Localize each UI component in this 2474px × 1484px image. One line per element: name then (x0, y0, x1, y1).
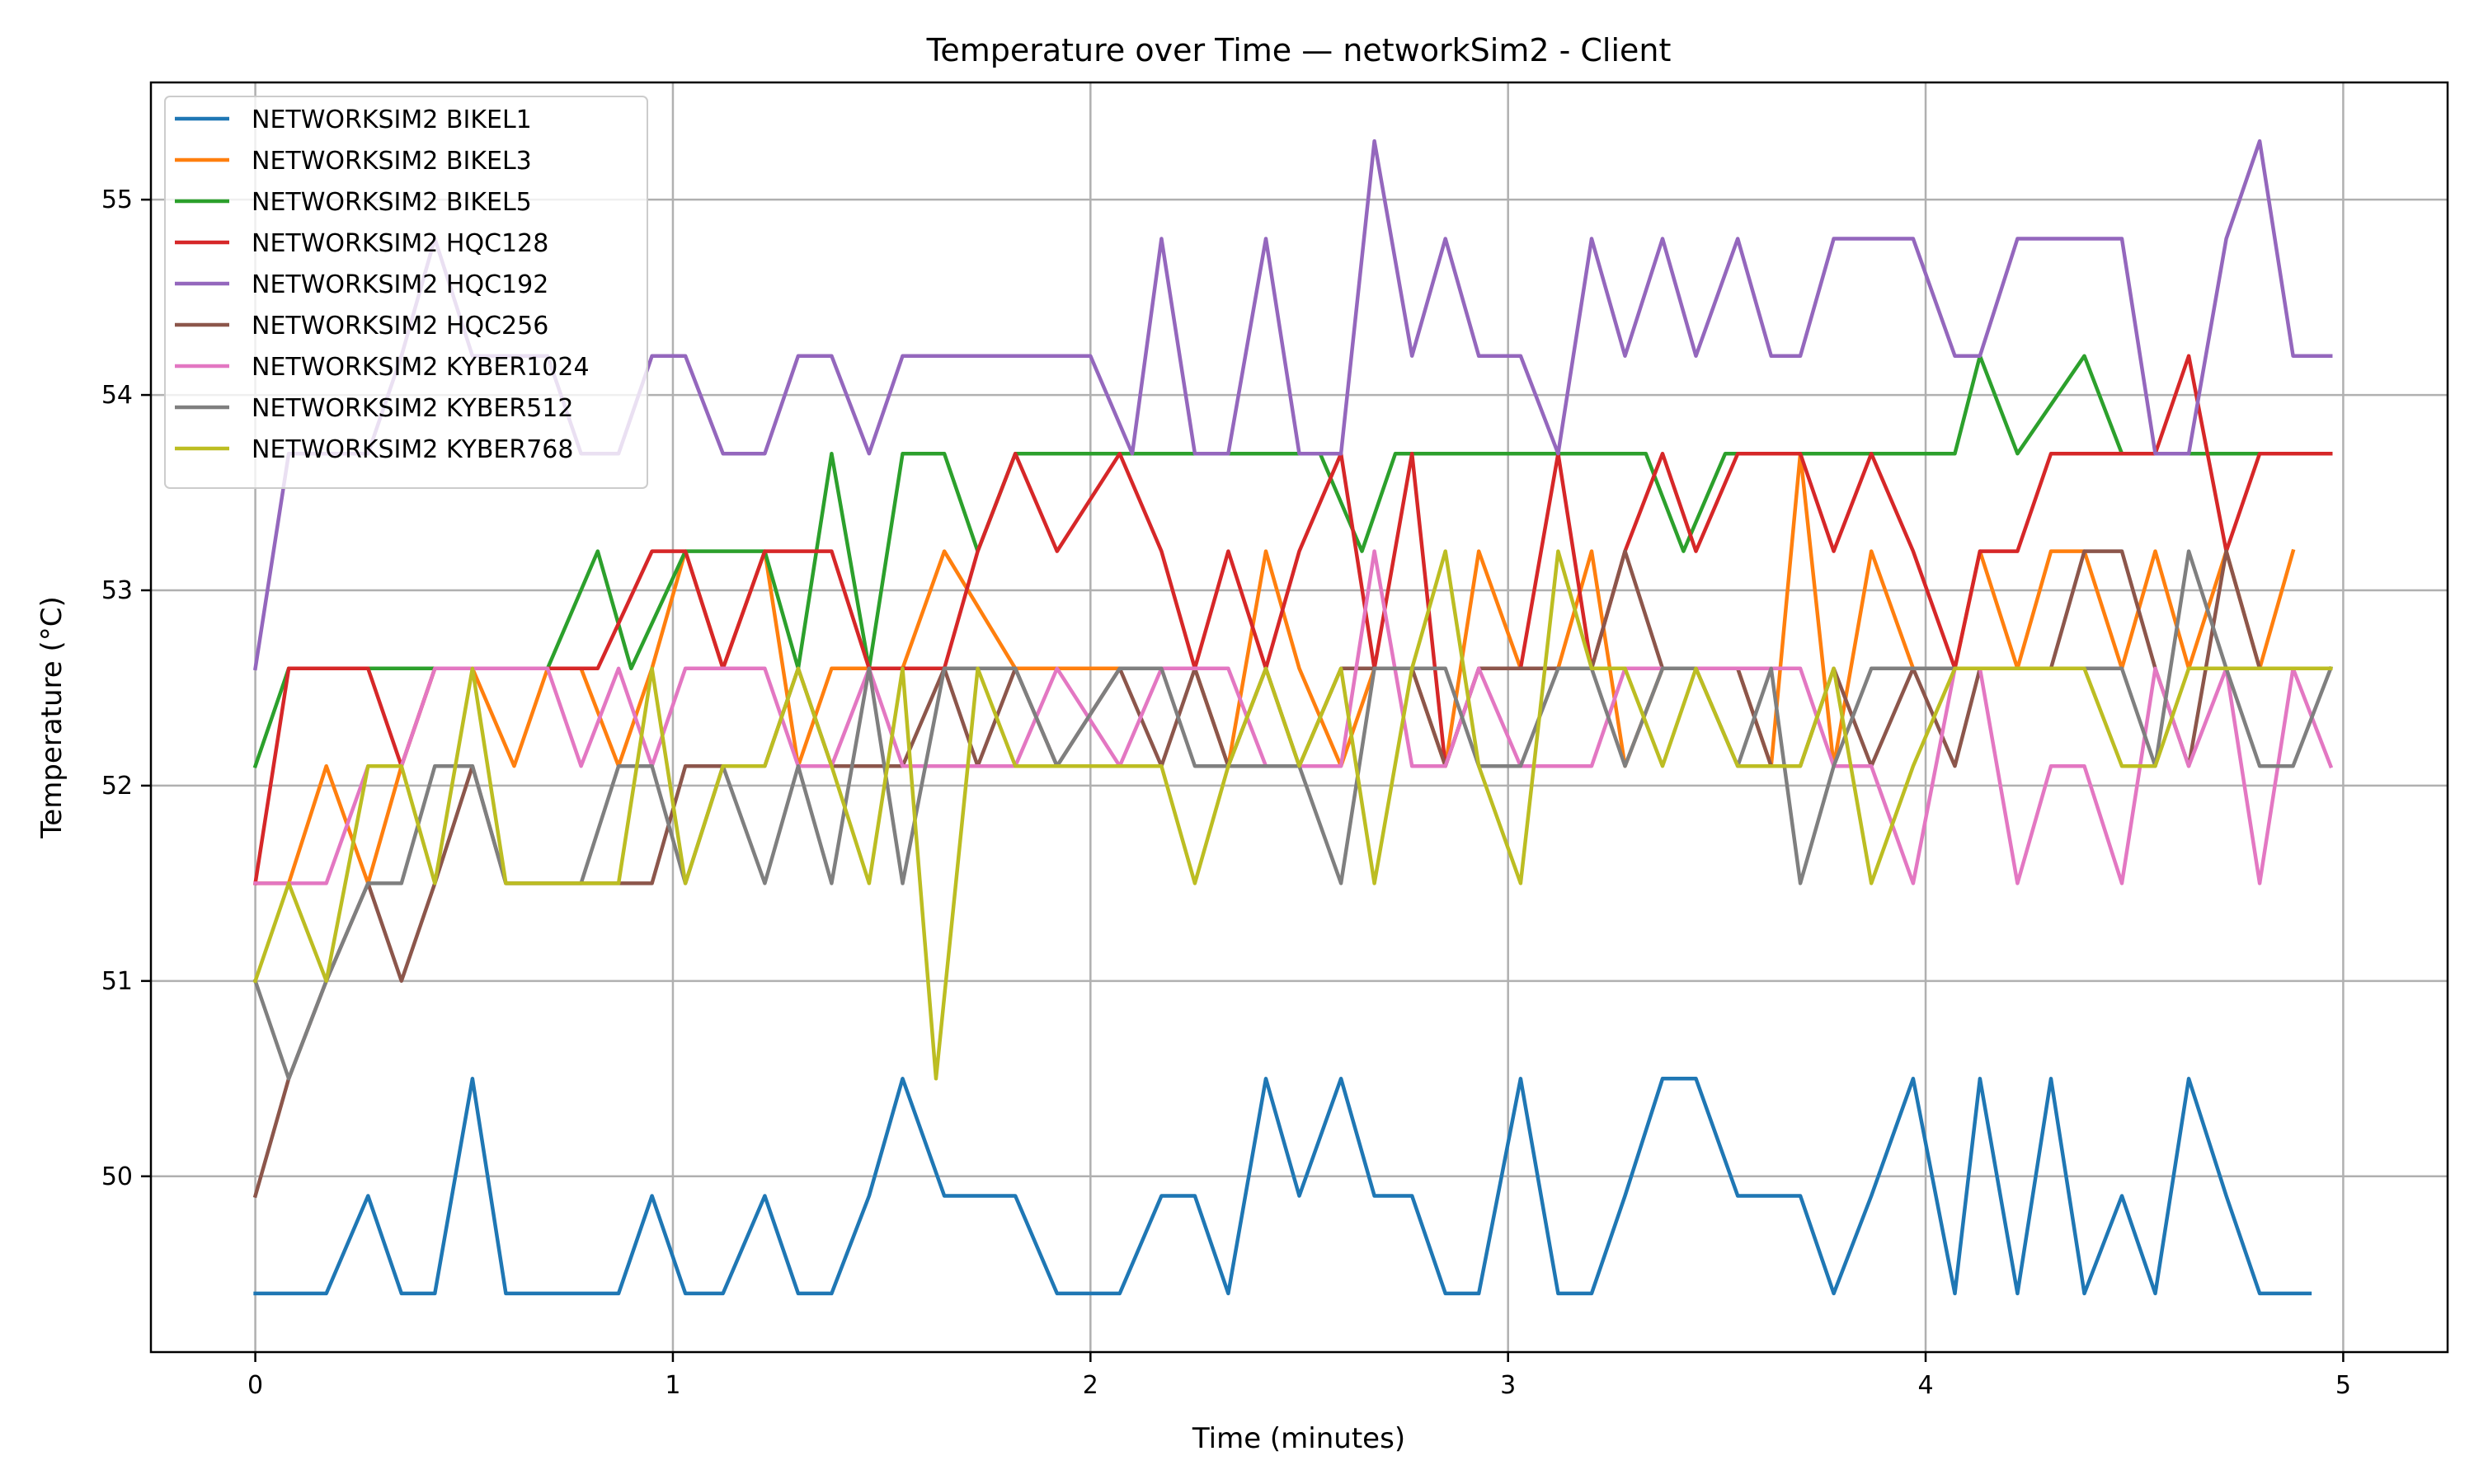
x-tick-label: 1 (665, 1371, 680, 1400)
legend-entry-label: NETWORKSIM2 KYBER768 (252, 435, 573, 464)
series-line-networksim2-bikel1 (253, 1077, 2312, 1296)
legend-entry-label: NETWORKSIM2 HQC128 (252, 229, 548, 258)
chart-title: Temperature over Time — networkSim2 - Cl… (926, 32, 1672, 68)
y-tick-label: 53 (101, 576, 133, 605)
y-tick-label: 51 (101, 967, 133, 996)
legend-entry-label: NETWORKSIM2 BIKEL5 (252, 188, 532, 217)
legend-entry-label: NETWORKSIM2 KYBER512 (252, 394, 573, 423)
legend-entry-label: NETWORKSIM2 HQC192 (252, 270, 548, 299)
y-tick-label: 50 (101, 1162, 133, 1191)
x-tick-label: 3 (1500, 1371, 1516, 1400)
x-tick-label: 0 (247, 1371, 263, 1400)
y-axis-label: Temperature (°C) (35, 596, 68, 838)
series-lines (252, 139, 2334, 1296)
legend-entry-label: NETWORKSIM2 HQC256 (252, 312, 548, 340)
legend-entry-label: NETWORKSIM2 BIKEL3 (252, 147, 532, 176)
y-tick-label: 55 (101, 186, 133, 214)
x-axis-label: Time (minutes) (1192, 1422, 1405, 1455)
axis-ticks: 0 1 2 3 4 5 50 51 52 53 54 55 (101, 186, 2351, 1400)
legend-box (164, 96, 648, 489)
y-tick-label: 54 (101, 381, 133, 410)
series-line-networksim2-kyber768 (252, 549, 2333, 1081)
series-line-networksim2-kyber1024 (253, 549, 2334, 885)
x-tick-label: 2 (1083, 1371, 1098, 1400)
y-tick-label: 52 (101, 772, 133, 801)
plot-frame (149, 81, 2449, 1354)
legend-entry-label: NETWORKSIM2 BIKEL1 (252, 106, 532, 134)
legend-entry-label: NETWORKSIM2 KYBER1024 (252, 353, 590, 382)
legend: NETWORKSIM2 BIKEL1 NETWORKSIM2 BIKEL3 NETW… (164, 96, 648, 489)
x-tick-label: 5 (2335, 1371, 2351, 1400)
x-tick-label: 4 (1917, 1371, 1933, 1400)
